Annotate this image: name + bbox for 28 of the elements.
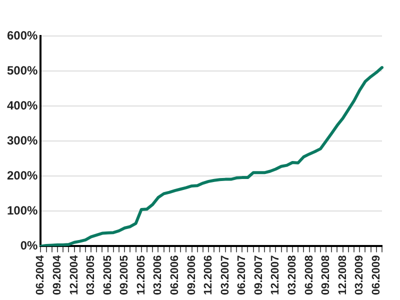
x-tick-label: 06.2005 (102, 255, 114, 296)
x-tick-label: 06.2006 (169, 255, 182, 296)
y-tick-label: 300% (6, 133, 38, 148)
y-tick-label: 500% (6, 63, 38, 78)
x-tick-label: 09.2008 (320, 255, 332, 296)
x-tick-label: 03.2005 (85, 255, 98, 296)
y-tick-label: 0% (20, 238, 38, 253)
y-tick-label: 200% (6, 168, 38, 182)
x-tick-label: 03.2008 (286, 255, 299, 296)
x-tick-label: 09.2004 (52, 254, 64, 296)
x-tick-label: 03.2006 (152, 255, 164, 296)
x-tick-label: 06.2008 (303, 255, 316, 296)
x-tick-label: 06.2009 (370, 255, 382, 296)
x-tick-label: 06.2004 (34, 254, 47, 296)
x-tick-label: 03.2009 (354, 255, 366, 296)
x-tick-label: 06.2007 (236, 255, 248, 296)
x-tick-label: 12.2004 (68, 254, 80, 296)
y-tick-label: 100% (6, 204, 38, 218)
y-tick-label: 400% (6, 98, 38, 112)
x-tick-label: 09.2007 (252, 255, 265, 296)
y-tick-label: 600% (6, 28, 38, 42)
x-tick-label: 12.2008 (336, 255, 349, 296)
x-tick-label: 12.2005 (135, 255, 148, 296)
x-tick-label: 09.2006 (186, 255, 198, 296)
x-tick-label: 12.2006 (202, 255, 215, 296)
x-tick-label: 03.2007 (219, 255, 232, 296)
x-tick-label: 09.2005 (118, 255, 131, 296)
x-tick-label: 12.2007 (270, 255, 282, 296)
